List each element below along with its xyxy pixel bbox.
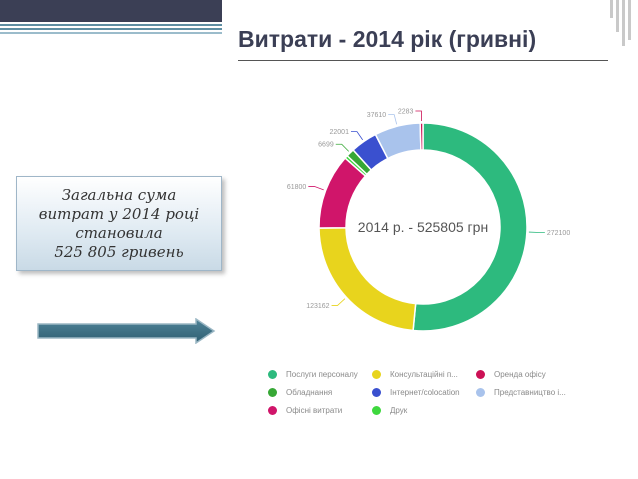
slide-title: Витрати - 2014 рік (гривні): [238, 26, 537, 52]
slice-value-label: 6699: [318, 142, 334, 149]
legend-item: Консультаційні п...: [372, 370, 458, 379]
legend-label: Послуги персоналу: [286, 370, 358, 379]
title-underline: [238, 60, 608, 61]
legend-item: Обладнання: [268, 388, 332, 397]
legend-label: Представництво і...: [494, 388, 566, 397]
slice-value-label: 272100: [547, 230, 570, 237]
slice-leader-line: [331, 298, 346, 306]
right-arrow-icon: [37, 318, 216, 344]
slice-value-label: 61800: [287, 184, 307, 191]
legend-label: Обладнання: [286, 388, 333, 397]
legend-swatch: [372, 388, 381, 397]
header-decoration-line: [0, 28, 222, 30]
slice-value-label: 2283: [398, 109, 414, 116]
chart-legend: Послуги персоналу Консультаційні п... Орен…: [268, 370, 608, 430]
slice-leader-line: [415, 110, 422, 122]
total-expenses-callout: Загальна сума витрат у 2014 році станови…: [16, 176, 222, 271]
header-decoration-line: [0, 32, 222, 34]
legend-label: Оренда офісу: [494, 370, 546, 379]
donut-center-label: 2014 р. - 525805 грн: [358, 219, 488, 235]
corner-decoration: [628, 0, 631, 40]
legend-label: Друк: [390, 406, 408, 415]
callout-line: становила: [75, 223, 163, 242]
header-decoration-line: [0, 24, 222, 26]
donut-slice: [318, 227, 417, 332]
callout-line: 525 805 гривень: [54, 242, 184, 261]
corner-decoration: [610, 0, 613, 18]
callout-line: Загальна сума: [61, 185, 177, 204]
slice-value-label: 123162: [306, 303, 329, 310]
legend-swatch: [372, 406, 381, 415]
legend-item: Представництво і...: [476, 388, 566, 397]
callout-line: витрат у 2014 році: [38, 204, 200, 223]
expenses-donut-chart: 272100 123162 61800 6699 22001 37610 2283 2014 …: [287, 109, 570, 332]
legend-label: Інтернет/colocation: [390, 388, 460, 397]
corner-decoration: [616, 0, 619, 32]
legend-swatch: [268, 388, 277, 397]
slice-leader-line: [388, 114, 398, 125]
slice-leader-line: [350, 131, 364, 141]
legend-item: Інтернет/colocation: [372, 388, 460, 397]
slice-value-label: 22001: [330, 129, 350, 136]
slice-value-label: 37610: [367, 112, 387, 119]
donut-slice: [419, 122, 424, 151]
legend-swatch: [372, 370, 381, 379]
donut-slice: [412, 122, 528, 332]
slice-leader-line: [335, 143, 350, 152]
legend-label: Консультаційні п...: [390, 370, 458, 379]
legend-label: Офісні витрати: [286, 406, 343, 415]
legend-item: Друк: [372, 406, 407, 415]
slice-leader-line: [308, 186, 324, 191]
legend-swatch: [476, 370, 485, 379]
legend-swatch: [268, 370, 277, 379]
legend-swatch: [268, 406, 277, 415]
legend-item: Оренда офісу: [476, 370, 546, 379]
legend-swatch: [476, 388, 485, 397]
header-decoration-bar: [0, 0, 222, 22]
legend-item: Офісні витрати: [268, 406, 342, 415]
legend-item: Послуги персоналу: [268, 370, 358, 379]
corner-decoration: [622, 0, 625, 46]
